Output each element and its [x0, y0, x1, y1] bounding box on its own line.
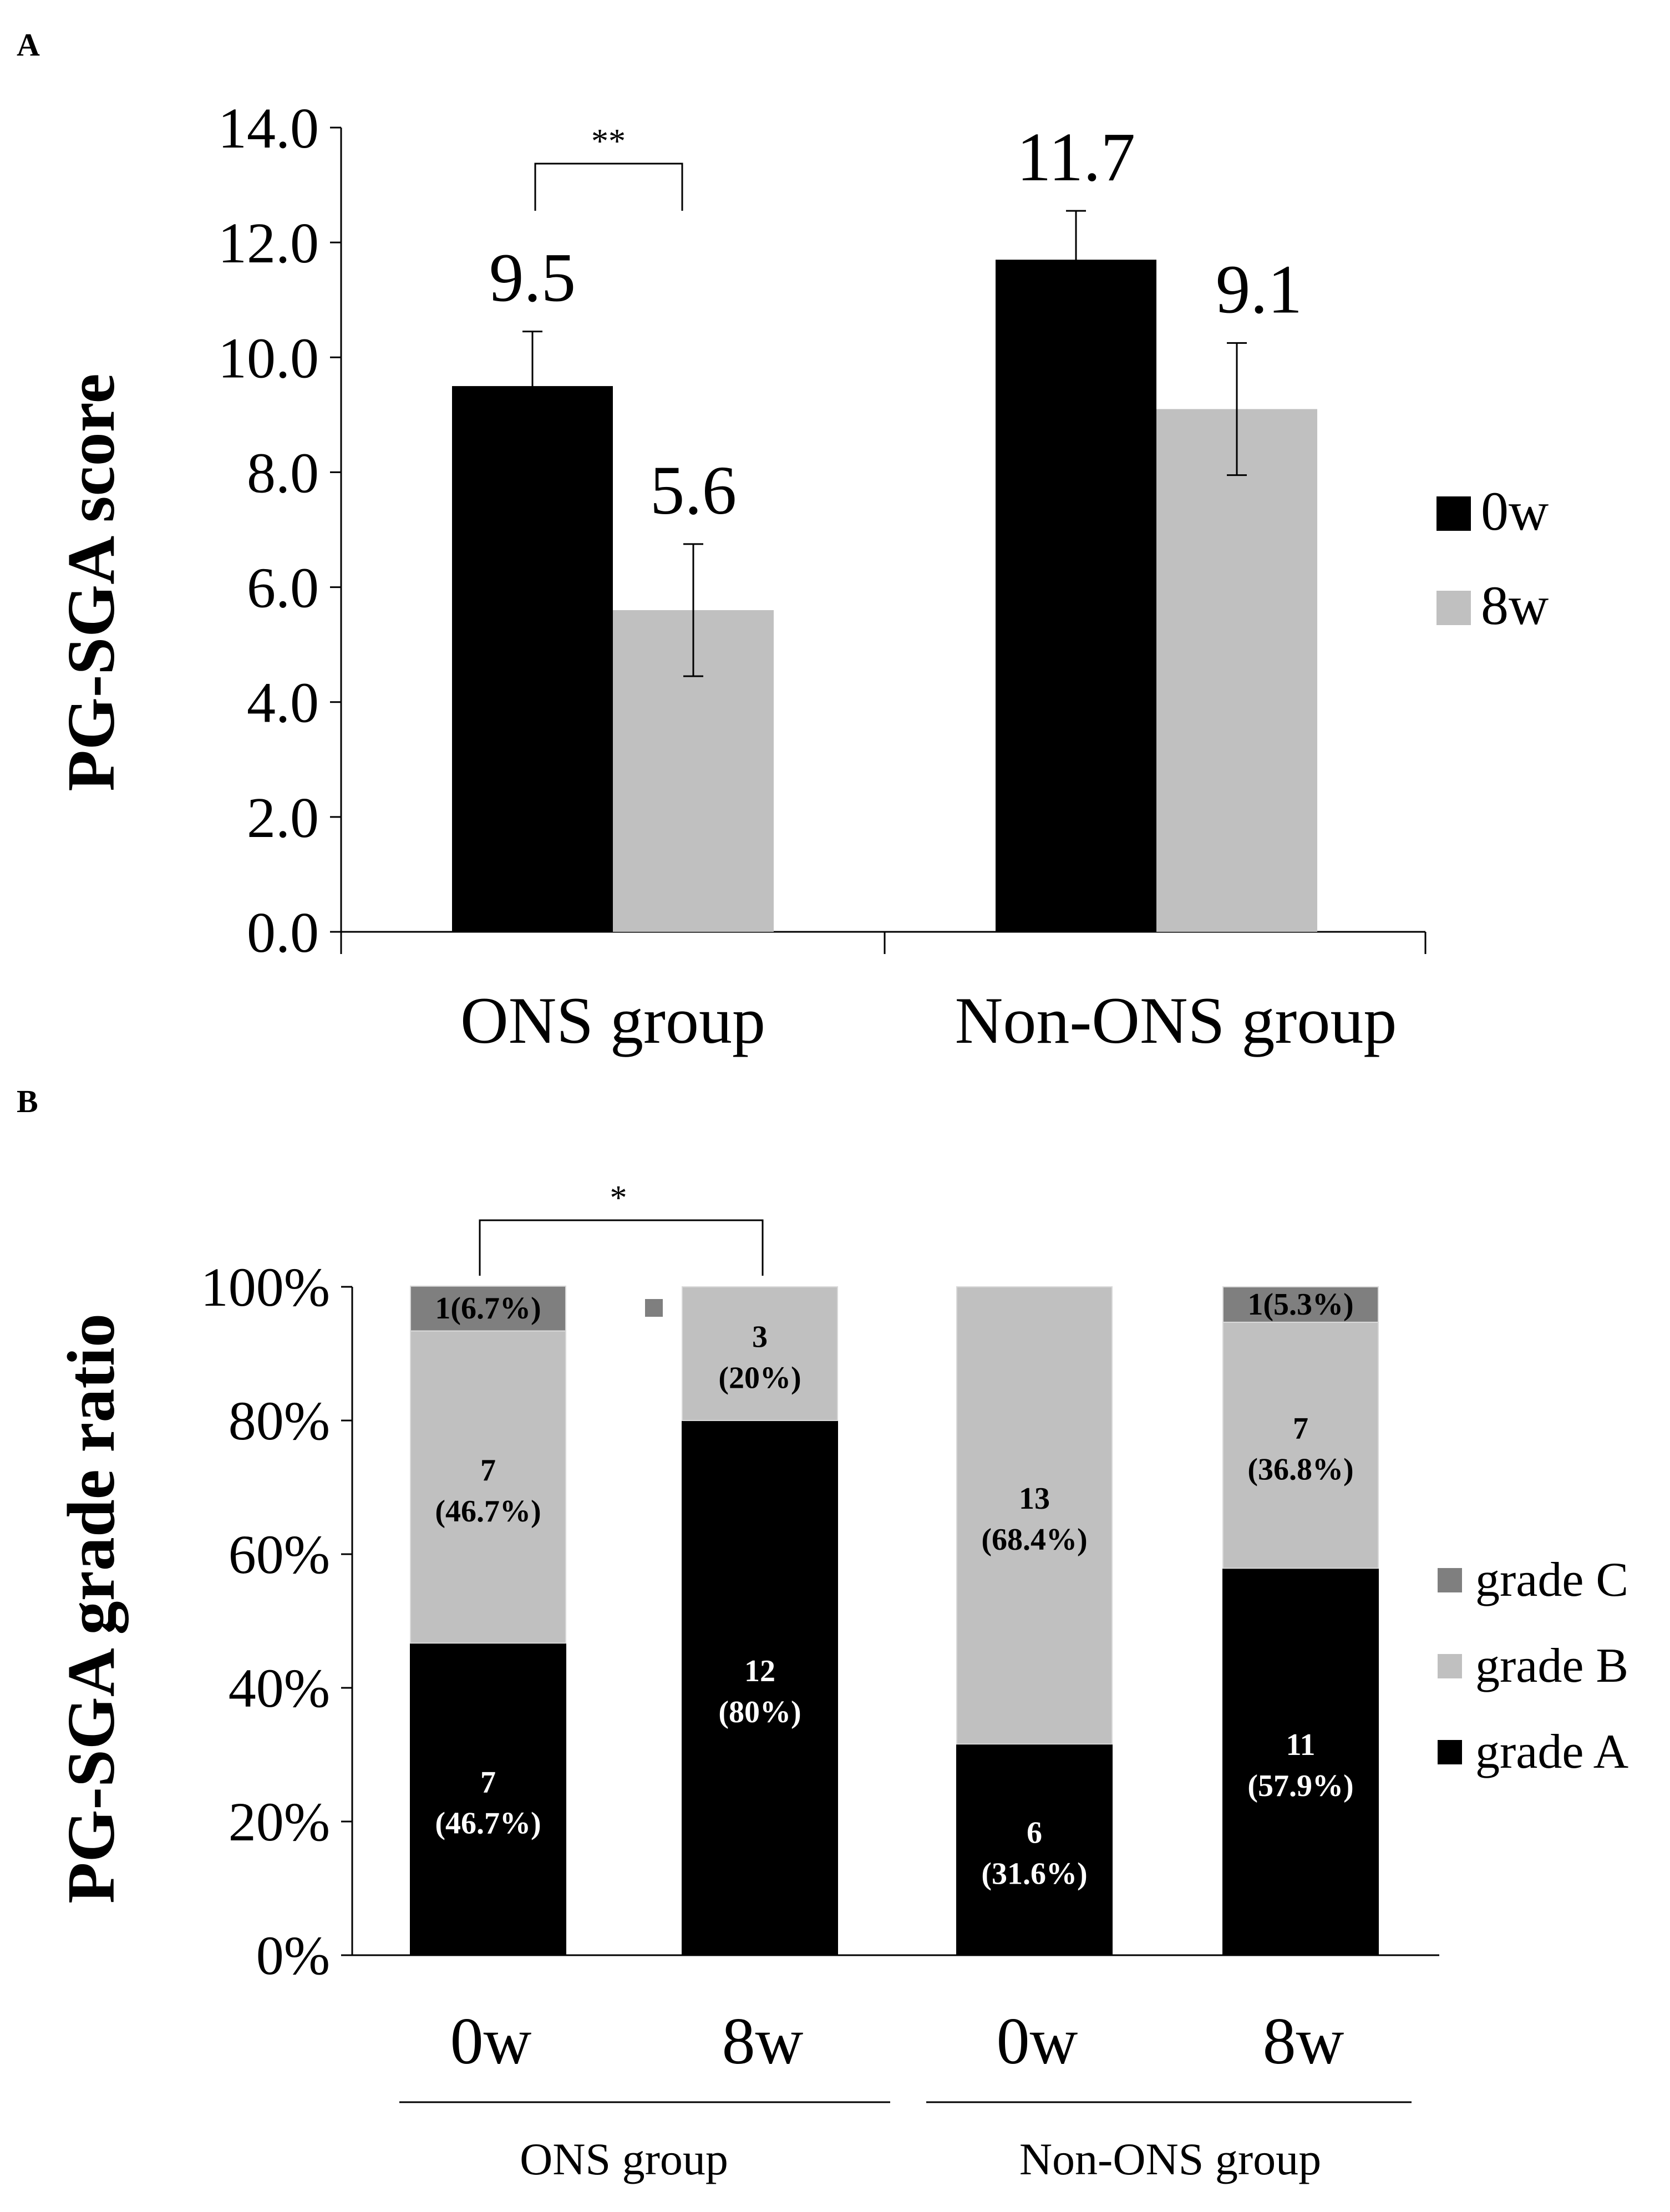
chart-a-significance-bracket [534, 163, 683, 211]
chart-b-segment-label: (68.4%) [981, 1523, 1087, 1557]
chart-a-y-tick-label: 2.0 [247, 786, 319, 850]
chart-b-segment-label: (46.7%) [435, 1494, 541, 1529]
chart-a-y-tick-label: 4.0 [247, 671, 319, 735]
chart-b-bar-segment [410, 1642, 566, 1956]
chart-a-legend-label: 8w [1481, 575, 1549, 636]
chart-a-bar [452, 386, 613, 932]
chart-b-y-tick-label: 80% [229, 1390, 330, 1452]
chart-b-segment-label: (20%) [718, 1361, 801, 1396]
chart-a-y-tick-label: 6.0 [247, 556, 319, 620]
chart-b-y-tick-label: 60% [229, 1524, 330, 1585]
chart-a-value-label: 9.5 [489, 240, 576, 317]
chart-b-group-label: ONS group [520, 2134, 728, 2184]
chart-b-segment-label: 1(6.7%) [435, 1291, 541, 1326]
chart-b-bar-segment [956, 1286, 1113, 1745]
chart-b-segment-label: (57.9%) [1247, 1769, 1353, 1803]
chart-b-category-label: 0w [997, 2004, 1078, 2078]
chart-b-segment-label: 12 [744, 1654, 775, 1688]
chart-b-segment-label: 7 [480, 1765, 496, 1800]
chart-b-segment-label: 6 [1027, 1816, 1042, 1850]
chart-a-legend-swatch [1436, 496, 1471, 531]
chart-b-bar-segment [1222, 1286, 1379, 1323]
chart-a-pg-sga-score: PG-SGA score 0.0 2.0 4.0 6.0 8.0 10.0 12.0 14.0… [54, 97, 1549, 1057]
chart-b-segment-label: (46.7%) [435, 1807, 541, 1841]
chart-b-grade-ratio: PG-SGA grade ratio 0% 20% 40% 60% 80% 100% 7 (4… [54, 1179, 1628, 2184]
chart-a-significance-label: ** [591, 123, 626, 160]
panel-b-label: B [17, 1083, 38, 1119]
chart-b-legend-label: grade C [1475, 1553, 1628, 1607]
chart-b-stray-marker [645, 1299, 663, 1317]
chart-b-group-label: Non-ONS group [1019, 2134, 1321, 2184]
chart-b-y-tick-label: 40% [229, 1657, 330, 1719]
chart-b-bar-segment [410, 1330, 566, 1644]
chart-b-significance-label: * [610, 1179, 627, 1217]
panel-a-label: A [17, 27, 40, 63]
chart-a-y-tick-label: 10.0 [218, 326, 319, 390]
chart-b-segment-label: 3 [752, 1320, 768, 1354]
chart-b-category-label: 0w [450, 2004, 532, 2078]
chart-a-legend-label: 0w [1481, 480, 1549, 542]
chart-b-y-tick-label: 100% [201, 1256, 330, 1318]
chart-a-bar [1156, 409, 1317, 932]
chart-b-legend-label: grade A [1475, 1725, 1628, 1779]
chart-a-y-tick-label: 0.0 [247, 901, 319, 965]
chart-a-legend-swatch [1436, 591, 1471, 625]
chart-b-segment-label: 7 [1293, 1412, 1308, 1446]
chart-b-category-label: 8w [1263, 2004, 1344, 2078]
chart-b-bar-segment [410, 1285, 566, 1332]
chart-a-value-label: 5.6 [650, 453, 737, 529]
chart-b-segment-label: (31.6%) [981, 1857, 1087, 1891]
chart-b-ylabel: PG-SGA grade ratio [54, 1313, 129, 1904]
chart-b-segment-label: 11 [1286, 1728, 1316, 1762]
chart-a-ylabel: PG-SGA score [54, 373, 129, 791]
chart-b-segment-label: (36.8%) [1247, 1453, 1353, 1487]
chart-a-category-label: Non-ONS group [955, 983, 1397, 1057]
chart-a-value-label: 9.1 [1216, 251, 1302, 328]
chart-b-y-tick-label: 0% [256, 1925, 330, 1986]
chart-b-legend-label: grade B [1475, 1639, 1628, 1693]
chart-b-legend-swatch [1438, 1740, 1462, 1764]
chart-a-bar [996, 260, 1156, 932]
chart-b-segment-label: 7 [480, 1453, 496, 1488]
chart-a-value-label: 11.7 [1017, 119, 1135, 196]
chart-b-significance-bracket [479, 1219, 764, 1276]
chart-b-bar-segment [1222, 1567, 1379, 1956]
chart-b-bar-segment [1222, 1321, 1379, 1569]
chart-a-y-tick-label: 12.0 [218, 211, 319, 275]
chart-b-y-tick-label: 20% [229, 1791, 330, 1853]
chart-b-legend-swatch [1438, 1568, 1462, 1592]
chart-a-category-label: ONS group [460, 983, 765, 1057]
chart-b-bar-segment [682, 1420, 838, 1956]
chart-a-y-tick-label: 8.0 [247, 441, 319, 505]
chart-b-bar-segment [682, 1286, 838, 1421]
chart-b-bar-segment [956, 1743, 1113, 1956]
chart-b-legend-swatch [1438, 1654, 1462, 1678]
chart-b-segment-label: 13 [1019, 1482, 1050, 1516]
chart-b-segment-label: 1(5.3%) [1247, 1287, 1353, 1322]
chart-b-category-label: 8w [722, 2004, 804, 2078]
chart-a-y-tick-label: 14.0 [218, 97, 319, 160]
chart-b-segment-label: (80%) [718, 1695, 801, 1729]
